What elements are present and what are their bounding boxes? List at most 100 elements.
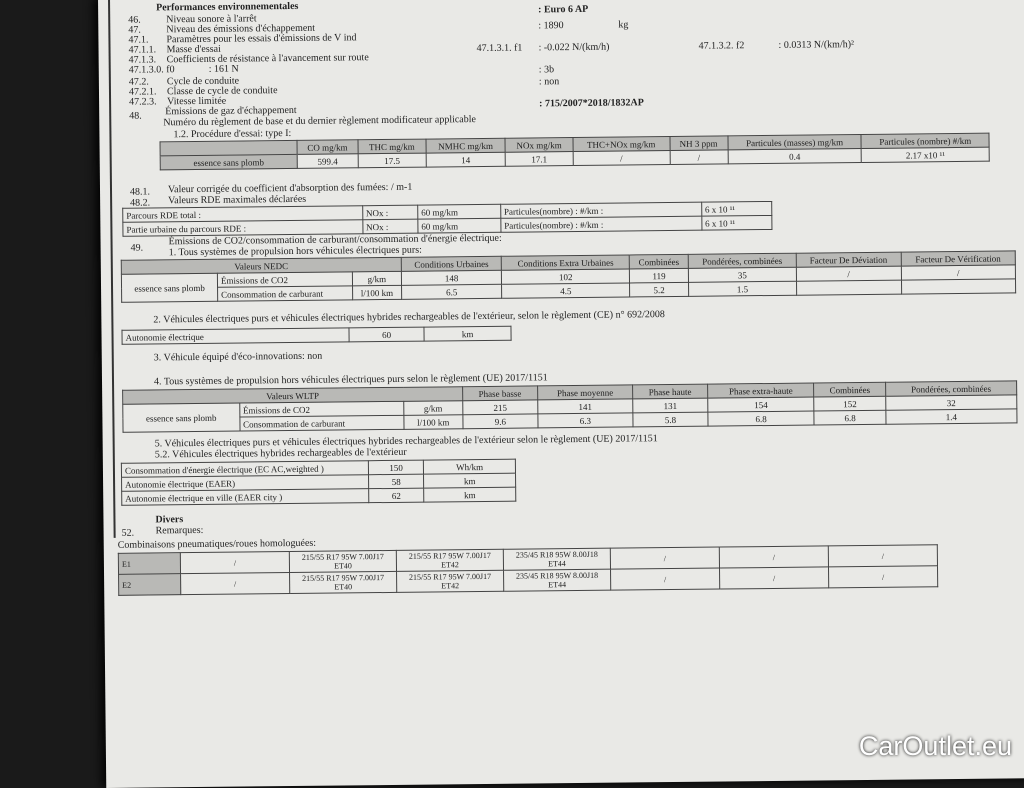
line-num: 47.2.3. bbox=[129, 96, 157, 108]
phev-table: Consommation d'énergie électrique (EC AC… bbox=[121, 459, 516, 506]
row-label: Émissions de CO2 bbox=[217, 271, 353, 288]
line-label: Coefficients de résistance à l'avancemen… bbox=[166, 52, 369, 66]
unit: km bbox=[423, 473, 516, 489]
value-cell: 154 bbox=[707, 397, 815, 413]
value-cell: 6.8 bbox=[707, 411, 815, 427]
line-unit: kg bbox=[618, 19, 629, 31]
nox-value: 60 mg/km bbox=[417, 218, 501, 234]
value-cell: 215 bbox=[462, 399, 538, 415]
value-cell: 60 bbox=[348, 327, 425, 342]
value-cell: 6.5 bbox=[401, 284, 503, 300]
header-cell: CO mg/km bbox=[297, 139, 359, 155]
value-cell: 32 bbox=[885, 394, 1017, 411]
value-cell: 102 bbox=[501, 268, 630, 285]
line-num: 49. bbox=[130, 242, 144, 254]
co2-sub3: 3. Véhicule équipé d'éco-innovations: no… bbox=[153, 350, 323, 364]
remarks-label: Remarques: bbox=[155, 524, 204, 537]
unit: g/km bbox=[352, 271, 402, 286]
section-title: Performances environnementales bbox=[156, 0, 299, 14]
header-cell: Conditions Extra Urbaines bbox=[501, 254, 630, 271]
rde-table: Parcours RDE total : NOx :60 mg/km Particu… bbox=[122, 201, 772, 237]
header-cell: Pondérées, combinées bbox=[885, 380, 1017, 397]
tyre-cell: 235/45 R18 95W 8.00J18 ET44 bbox=[503, 548, 611, 571]
value-cell: 150 bbox=[368, 460, 424, 475]
pn-value: 6 x 10 ¹¹ bbox=[701, 201, 772, 217]
autonomy-table: Autonomie électrique 60 km bbox=[121, 326, 512, 345]
tyre-cell: / bbox=[719, 545, 829, 569]
header-cell: Phase moyenne bbox=[537, 384, 633, 400]
value-cell: 148 bbox=[401, 270, 502, 286]
header-cell: Facteur De Déviation bbox=[796, 252, 901, 268]
value-cell: / bbox=[572, 150, 670, 166]
tyre-cell: 235/45 R18 95W 8.00J18 ET44 bbox=[503, 569, 611, 592]
nox-value: 60 mg/km bbox=[417, 204, 501, 220]
watermark-logo: CarOutlet.eu bbox=[858, 731, 1012, 761]
value-cell: 17.1 bbox=[505, 151, 573, 167]
co2-sub52: 5.2. Véhicules électriques hybrides rech… bbox=[154, 446, 407, 461]
unit: g/km bbox=[403, 400, 463, 416]
tyres-label: Combinaisons pneumatiques/roues homologu… bbox=[117, 537, 317, 551]
value-cell: 14 bbox=[425, 152, 506, 168]
line-label: : 161 N bbox=[208, 63, 239, 75]
value-cell: 131 bbox=[632, 398, 708, 413]
tyre-cell: / bbox=[180, 551, 290, 574]
fuel-label: essence sans plomb bbox=[160, 154, 298, 170]
header-cell: Phase basse bbox=[462, 385, 538, 401]
tyre-cell: / bbox=[180, 572, 290, 595]
unit: km bbox=[423, 487, 516, 503]
unit: Wh/km bbox=[423, 459, 516, 475]
value-cell: / bbox=[669, 149, 728, 165]
header-cell: Particules (masses) mg/km bbox=[727, 134, 862, 150]
f2-value: : 0.0313 N/(km/h)² bbox=[778, 39, 855, 51]
pn-value: 6 x 10 ¹¹ bbox=[701, 215, 772, 231]
header-cell: NOx mg/km bbox=[505, 137, 573, 153]
value-cell: / bbox=[900, 264, 1016, 281]
header-cell: Phase extra-haute bbox=[707, 383, 815, 399]
value-cell bbox=[796, 280, 902, 296]
co2-sub2: 2. Véhicules électriques purs et véhicul… bbox=[153, 309, 665, 326]
document-page: Performances environnementales : Euro 6 … bbox=[98, 0, 1024, 788]
line-value: : non bbox=[538, 76, 560, 88]
line-num: 47.1.3.0. f0 bbox=[128, 64, 175, 76]
value-cell: 1.4 bbox=[885, 408, 1017, 425]
row-label: Consommation de carburant bbox=[239, 415, 404, 432]
value-cell bbox=[901, 278, 1016, 295]
tyre-cell: 215/55 R17 95W 7.00J17 ET42 bbox=[396, 549, 504, 572]
header-cell: Combinées bbox=[814, 382, 886, 398]
f1-label: 47.1.3.1. f1 bbox=[476, 42, 523, 55]
value-cell: 6.3 bbox=[537, 412, 634, 428]
nox-label: NOx : bbox=[362, 219, 418, 234]
value-cell: 2.17 x10 ¹¹ bbox=[861, 147, 990, 163]
tyre-cell: / bbox=[828, 544, 938, 567]
tyre-cell: 215/55 R17 95W 7.00J17 ET42 bbox=[396, 570, 504, 593]
header-cell: NMHC mg/km bbox=[425, 138, 506, 154]
header-cell: Pondérées, combinées bbox=[688, 253, 797, 269]
header-cell: Combinées bbox=[629, 254, 689, 269]
header-cell: Conditions Urbaines bbox=[400, 256, 502, 272]
value-cell: 58 bbox=[368, 474, 424, 489]
tyre-cell: 215/55 R17 95W 7.00J17 ET40 bbox=[289, 571, 397, 594]
line-value: : 3b bbox=[538, 64, 555, 76]
line-num: 48. bbox=[129, 110, 142, 122]
header-cell: Phase haute bbox=[632, 384, 708, 399]
regulation-value: : 715/2007*2018/1832AP bbox=[539, 97, 644, 110]
row-label: Autonomie électrique en ville (EAER city… bbox=[121, 488, 369, 506]
line-num: 48.1. bbox=[129, 186, 151, 198]
header-cell: Particules (nombre) #/km bbox=[861, 133, 990, 149]
header-cell: THC+NOx mg/km bbox=[572, 136, 670, 152]
row-label: Autonomie électrique bbox=[121, 327, 350, 345]
fuel-label: essence sans plomb bbox=[121, 273, 218, 303]
wltp-table: Valeurs WLTP Phase basse Phase moyenne Phas… bbox=[122, 380, 1017, 433]
unit: l/100 km bbox=[403, 414, 463, 430]
nedc-table: Valeurs NEDC Conditions Urbaines Condition… bbox=[121, 250, 1016, 303]
tyre-cell: / bbox=[610, 547, 720, 570]
value-cell: 4.5 bbox=[501, 282, 630, 299]
emissions-title: 1.2. Procédure d'essai: type I: bbox=[173, 127, 292, 141]
header-cell: NH 3 ppm bbox=[669, 135, 728, 151]
rde-label: Valeurs RDE maximales déclarées bbox=[168, 193, 307, 207]
header-cell: Facteur De Vérification bbox=[900, 250, 1016, 267]
value-cell: 5.8 bbox=[632, 412, 708, 427]
f1-value: : -0.022 N/(km/h) bbox=[538, 41, 610, 54]
tyre-cell: / bbox=[719, 566, 829, 590]
nox-label: NOx : bbox=[362, 205, 418, 220]
